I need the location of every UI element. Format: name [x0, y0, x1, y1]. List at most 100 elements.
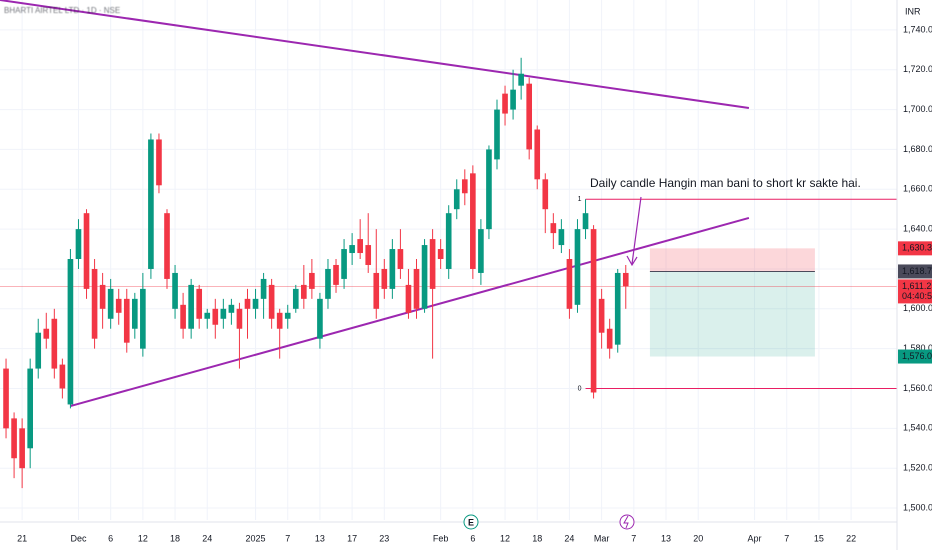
candle-body — [317, 298, 323, 339]
annotation: Daily candle Hangin man bani to short kr… — [590, 176, 861, 190]
candle-body — [35, 332, 42, 369]
y-tick-label: 1,700.00 — [903, 104, 932, 114]
candle-body — [445, 213, 452, 269]
candle-body — [389, 249, 396, 289]
candle-body — [486, 149, 492, 230]
candle-body — [590, 229, 597, 393]
candle-body — [292, 288, 299, 309]
price-tag-label: 1,611.25 — [902, 281, 932, 291]
y-tick-label: 1,720.00 — [903, 64, 932, 74]
event-label: E — [468, 517, 474, 527]
candle-body — [75, 229, 82, 260]
candle-body — [606, 328, 613, 349]
price-tag-label: 1,576.05 — [902, 351, 932, 361]
x-tick-label: 22 — [846, 533, 856, 543]
candle-body — [357, 239, 363, 254]
candle-body — [172, 272, 178, 309]
candle-body — [542, 179, 549, 210]
candle-body — [502, 93, 508, 114]
candle-body — [212, 308, 219, 325]
x-tick-label: Dec — [70, 533, 87, 543]
price-tag-label: 1,630.35 — [902, 243, 932, 253]
candle-body — [284, 312, 291, 319]
price-tag-label: 1,618.75 — [902, 266, 932, 276]
candle-body — [115, 298, 122, 313]
candles — [3, 57, 629, 489]
y-tick-label: 1,740.00 — [903, 24, 932, 34]
candle-body — [453, 189, 460, 210]
y-tick-label: 1,560.00 — [903, 383, 932, 393]
event-icon[interactable] — [463, 514, 479, 530]
price-tag — [898, 264, 932, 279]
candle-body — [526, 83, 533, 150]
candle-body — [67, 259, 74, 405]
candle-body — [534, 129, 541, 180]
candle-body — [622, 272, 629, 287]
candle-body — [43, 328, 50, 339]
y-tick-label: 1,540.00 — [903, 423, 932, 433]
candle-body — [461, 179, 468, 194]
drawings: 10 — [0, 0, 897, 408]
candle-body — [325, 268, 331, 299]
candle-body — [574, 229, 581, 305]
price-tag — [898, 279, 932, 304]
currency: INR — [905, 6, 921, 16]
x-tick-label: Apr — [748, 533, 762, 543]
y-tick-label: 1,600.00 — [903, 303, 932, 313]
x-tick-label: 13 — [661, 533, 671, 543]
x-tick-label: 12 — [138, 533, 148, 543]
candle-body — [413, 268, 420, 309]
candle-body — [244, 298, 251, 309]
y-tick-label: 1,640.00 — [903, 223, 932, 233]
x-tick-label: Mar — [594, 533, 610, 543]
candle-body — [301, 284, 307, 299]
y-tick-label: 1,500.00 — [903, 502, 932, 512]
candle-body — [598, 298, 605, 333]
candle-body — [268, 284, 275, 319]
candle-body — [27, 368, 33, 449]
candle-body — [405, 284, 412, 313]
candle-body — [252, 298, 259, 309]
x-tick-label: Feb — [433, 533, 449, 543]
candle-body — [260, 278, 267, 299]
dividend-glyph — [623, 515, 629, 529]
x-tick-label: 18 — [532, 533, 542, 543]
candle-body — [228, 304, 235, 313]
x-tick-label: 15 — [814, 533, 824, 543]
candle-body — [276, 312, 283, 329]
candle-body — [309, 272, 315, 289]
candle-body — [156, 139, 162, 186]
level-label: 1 — [578, 196, 582, 203]
x-tick-label: 20 — [693, 533, 703, 543]
candle-body — [429, 239, 436, 289]
x-tick-label: 23 — [379, 533, 389, 543]
candle-body — [11, 418, 17, 459]
candle-body — [107, 288, 114, 319]
candle-body — [91, 268, 98, 339]
candle-body — [341, 249, 347, 279]
candle-body — [510, 89, 516, 110]
candle-body — [437, 249, 444, 260]
candle-body — [204, 312, 211, 319]
price-tag — [898, 349, 932, 364]
candle-body — [349, 245, 355, 254]
y-tick-label: 1,580.00 — [903, 343, 932, 353]
x-tick-label: 7 — [285, 533, 290, 543]
candle-body — [236, 308, 243, 329]
dividend-icon[interactable] — [619, 514, 635, 530]
candle-body — [365, 245, 372, 265]
candle-body — [99, 284, 106, 309]
x-tick-label: 24 — [202, 533, 212, 543]
y-tick-label: 1,520.00 — [903, 463, 932, 473]
candle-body — [3, 368, 9, 429]
y-tick-label: 1,680.00 — [903, 144, 932, 154]
candle-body — [333, 264, 339, 285]
candle-body — [131, 298, 138, 329]
trend-line — [0, 0, 750, 109]
candle-body — [478, 229, 484, 273]
candle-body — [19, 428, 25, 469]
x-tick-label: 2025 — [246, 533, 266, 543]
candle-body — [494, 109, 500, 160]
